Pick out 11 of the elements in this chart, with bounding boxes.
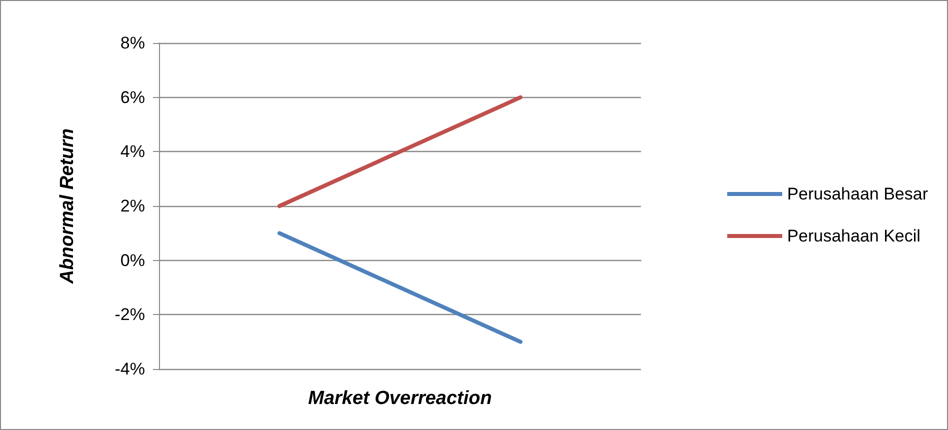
y-tick-label: 2% [120, 196, 145, 216]
legend-label: Perusahaan Besar [787, 184, 928, 204]
y-tick-label: -4% [114, 360, 145, 378]
legend-label: Perusahaan Kecil [787, 226, 920, 246]
y-axis-title: Abnormal Return [57, 128, 78, 285]
y-tick-label: 4% [120, 142, 145, 162]
y-tick-label: 6% [120, 88, 145, 107]
y-tick-label: 0% [120, 250, 145, 270]
y-tick-label: 8% [120, 34, 145, 52]
y-tick-label: -2% [114, 305, 145, 324]
x-axis-title: Market Overreaction [308, 388, 492, 409]
